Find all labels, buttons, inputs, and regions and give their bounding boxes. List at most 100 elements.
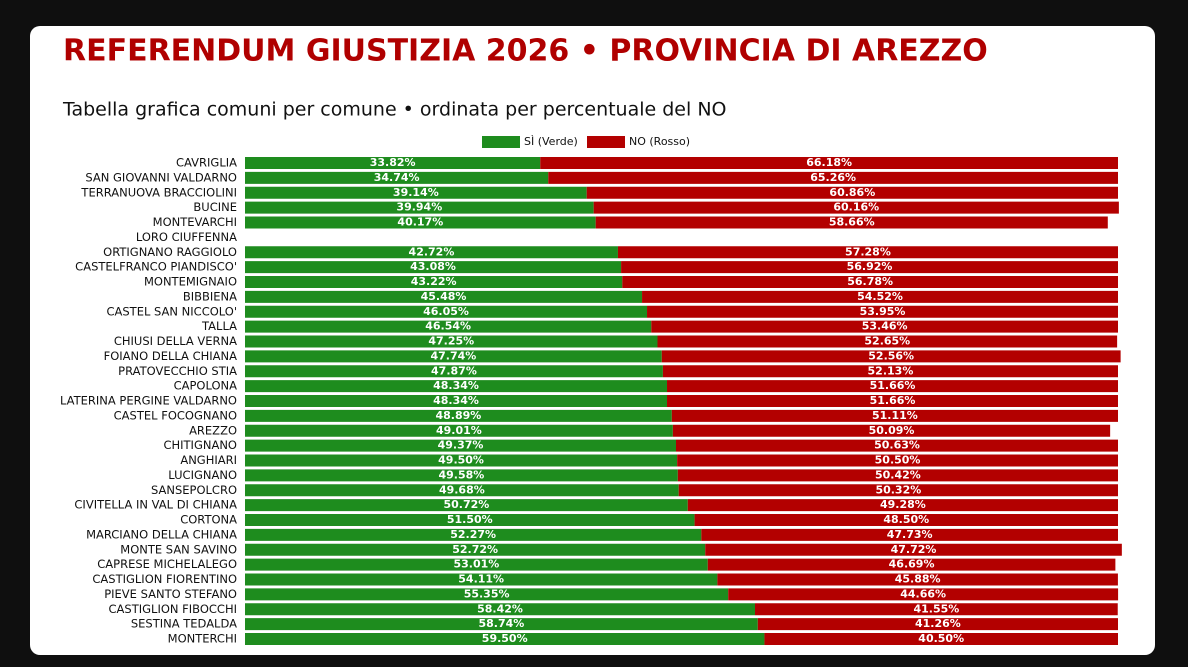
value-label: 45.48% <box>421 290 467 303</box>
chart-title: REFERENDUM GIUSTIZIA 2026 • PROVINCIA DI… <box>63 34 988 69</box>
value-label: 47.25% <box>428 335 474 348</box>
legend-swatch <box>482 136 520 148</box>
bar-segment <box>705 543 1122 556</box>
category-label: PIEVE SANTO STEFANO <box>104 587 237 601</box>
value-label: 56.78% <box>847 275 893 288</box>
value-label: 48.50% <box>883 513 929 526</box>
bar-segment <box>728 588 1119 601</box>
bar-segment <box>245 320 652 333</box>
bar-segment <box>667 380 1118 393</box>
value-label: 51.66% <box>870 394 916 407</box>
value-label: 42.72% <box>409 245 455 258</box>
value-label: 48.89% <box>435 409 481 422</box>
bar-segment <box>245 543 706 556</box>
value-label: 54.11% <box>458 573 504 586</box>
bar-segment <box>755 603 1118 616</box>
bar-segment <box>621 261 1118 274</box>
value-label: 49.37% <box>438 439 484 452</box>
value-label: 46.69% <box>889 558 935 571</box>
bar-segment <box>245 395 668 407</box>
bar-segment <box>622 276 1118 288</box>
bar-segment <box>667 395 1118 407</box>
bar-segment <box>245 439 677 452</box>
value-label: 54.52% <box>857 290 903 303</box>
value-label: 52.72% <box>452 543 498 556</box>
category-label: CHITIGNANO <box>163 438 237 452</box>
bar-segment <box>707 558 1116 571</box>
category-label: BIBBIENA <box>183 289 237 303</box>
bar-segment <box>245 290 643 303</box>
value-label: 66.18% <box>806 156 852 169</box>
bar-segment <box>245 365 663 378</box>
value-label: 45.88% <box>895 573 941 586</box>
category-label: AREZZO <box>189 423 237 437</box>
category-label: CASTIGLION FIORENTINO <box>92 572 237 586</box>
value-label: 52.27% <box>450 528 496 541</box>
value-label: 50.09% <box>869 424 915 437</box>
bar-segment <box>245 618 758 631</box>
category-label: MONTERCHI <box>168 632 237 646</box>
bar-segment <box>657 335 1118 348</box>
value-label: 50.50% <box>875 454 921 467</box>
category-label: CASTIGLION FIBOCCHI <box>109 602 237 616</box>
bar-segment <box>717 573 1118 586</box>
value-label: 58.42% <box>477 602 523 615</box>
value-label: 49.28% <box>880 498 926 511</box>
value-label: 46.05% <box>423 305 469 318</box>
category-label: CASTEL FOCOGNANO <box>114 408 237 422</box>
bar-segment <box>245 409 672 422</box>
bar-segment <box>245 528 702 541</box>
value-label: 53.46% <box>862 320 908 333</box>
category-label: LUCIGNANO <box>168 468 237 482</box>
bar-segment <box>593 201 1119 214</box>
category-label: CAPOLONA <box>174 379 238 393</box>
value-label: 41.55% <box>913 602 959 615</box>
value-label: 58.74% <box>478 617 524 630</box>
bar-segment <box>245 603 756 616</box>
category-label: CASTELFRANCO PIANDISCO' <box>75 260 237 274</box>
bar-segment <box>245 454 678 467</box>
category-label: ORTIGNANO RAGGIOLO <box>103 245 237 259</box>
value-label: 53.01% <box>453 558 499 571</box>
chart-subtitle: Tabella grafica comuni per comune • ordi… <box>62 99 727 121</box>
bar-segment <box>586 186 1118 199</box>
legend-swatch <box>587 136 625 148</box>
value-label: 41.26% <box>915 617 961 630</box>
bar-segment <box>245 484 679 497</box>
bar-segment <box>677 454 1118 467</box>
bar-segment <box>245 246 618 259</box>
category-label: CIVITELLA IN VAL DI CHIANA <box>74 498 237 512</box>
category-label: CAPRESE MICHELALEGO <box>97 557 237 571</box>
category-label: TERRANUOVA BRACCIOLINI <box>80 185 237 199</box>
bar-segment <box>245 350 662 363</box>
value-label: 43.08% <box>410 260 456 273</box>
bar-segment <box>595 216 1108 229</box>
value-label: 46.54% <box>425 320 471 333</box>
value-label: 49.01% <box>436 424 482 437</box>
category-label: CHIUSI DELLA VERNA <box>114 334 237 348</box>
bar-segment <box>245 261 622 274</box>
bar-segment <box>642 290 1118 303</box>
bar-segment <box>617 246 1118 259</box>
value-label: 47.73% <box>887 528 933 541</box>
value-label: 52.65% <box>864 335 910 348</box>
value-label: 49.68% <box>439 483 485 496</box>
category-label: CAVRIGLIA <box>176 156 237 170</box>
bar-segment <box>662 365 1118 378</box>
category-label: MONTEVARCHI <box>153 215 237 229</box>
value-label: 53.95% <box>860 305 906 318</box>
bar-segment <box>245 216 596 229</box>
value-label: 49.50% <box>438 454 484 467</box>
category-label: MONTE SAN SAVINO <box>120 542 237 556</box>
value-label: 39.94% <box>396 201 442 214</box>
bar-segment <box>245 335 658 348</box>
category-label: SANSEPOLCRO <box>151 483 237 497</box>
bar-segment <box>678 484 1118 497</box>
category-label: BUCINE <box>193 200 237 214</box>
value-label: 60.86% <box>829 186 875 199</box>
bar-segment <box>245 305 648 318</box>
bar-segment <box>245 186 587 199</box>
category-label: SAN GIOVANNI VALDARNO <box>85 170 237 184</box>
value-label: 40.17% <box>397 216 443 229</box>
